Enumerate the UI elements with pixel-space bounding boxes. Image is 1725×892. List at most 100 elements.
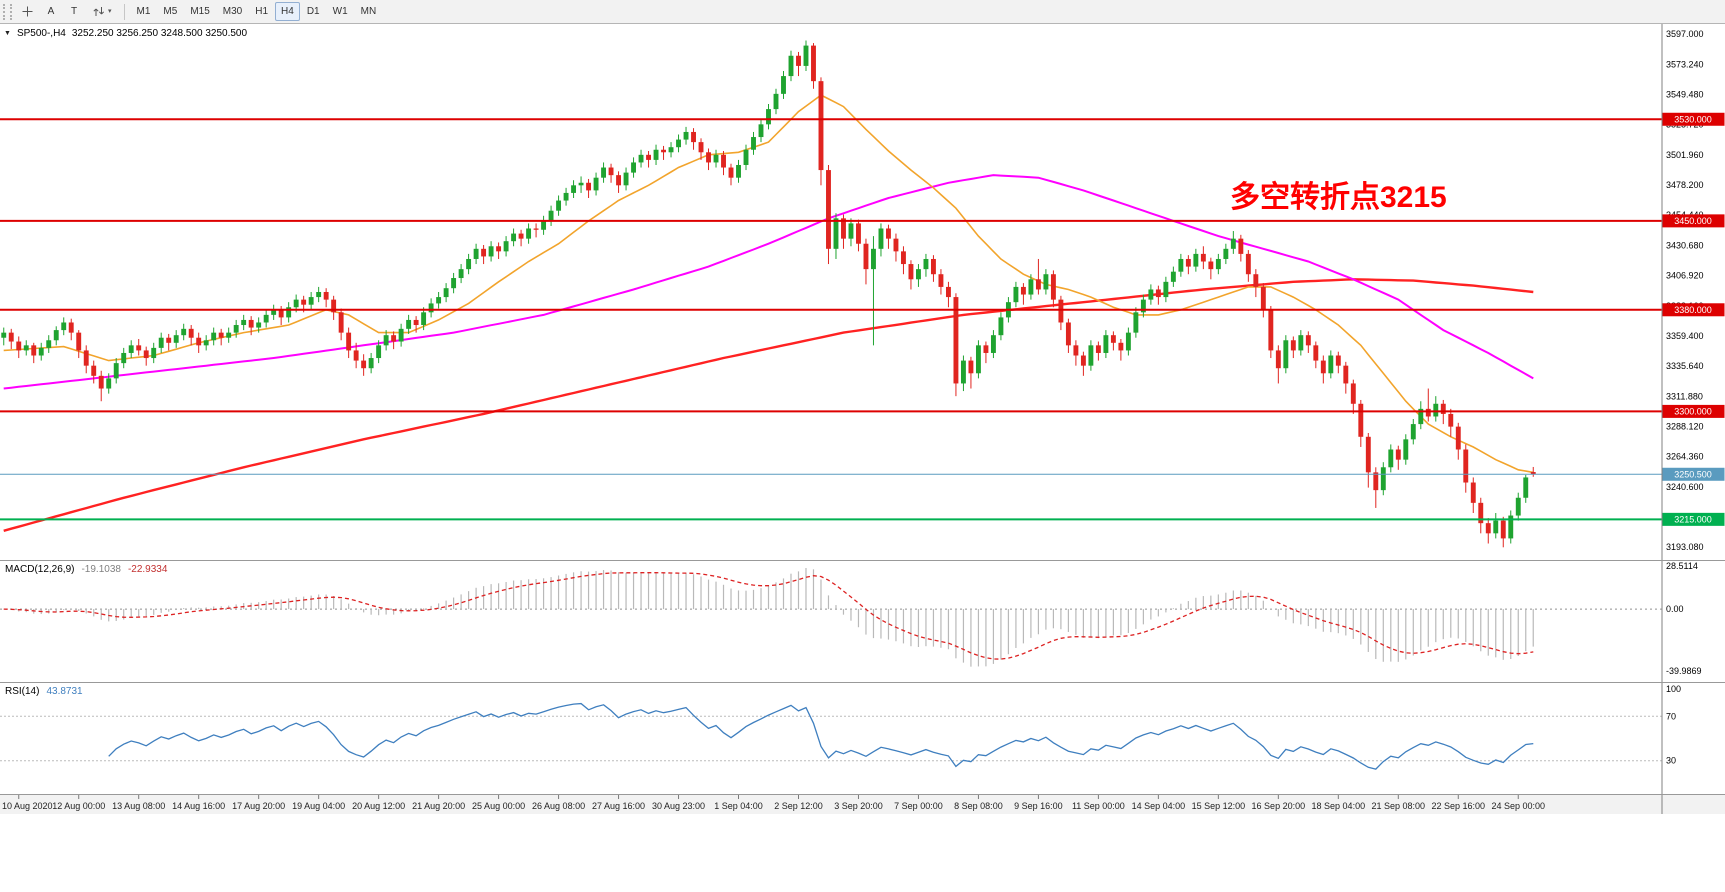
svg-text:-39.9869: -39.9869 <box>1666 666 1702 676</box>
price-tag <box>1662 214 1725 228</box>
toolbar-separator <box>123 3 125 20</box>
macd-signal-value: -22.9334 <box>127 564 168 575</box>
timeframe-button-m30[interactable]: M30 <box>217 2 248 21</box>
svg-text:3264.360: 3264.360 <box>1666 452 1704 462</box>
svg-text:2 Sep 12:00: 2 Sep 12:00 <box>774 801 823 811</box>
resistance-lines <box>0 118 1662 413</box>
time-axis[interactable]: 10 Aug 2020 12 Aug 00:00 13 Aug 08:00 14 Au… <box>0 794 1725 814</box>
price-tag <box>1662 112 1725 126</box>
svg-text:3450.000: 3450.000 <box>1674 216 1712 226</box>
rsi-axis[interactable]: 100 70 30 <box>1661 683 1681 794</box>
timeframe-button-m15[interactable]: M15 <box>184 2 215 21</box>
timeframe-button-m5[interactable]: M5 <box>157 2 183 21</box>
svg-text:8 Sep 08:00: 8 Sep 08:00 <box>954 801 1003 811</box>
svg-text:3300.000: 3300.000 <box>1674 407 1712 417</box>
svg-text:0.00: 0.00 <box>1666 604 1684 614</box>
svg-text:3478.200: 3478.200 <box>1666 180 1704 190</box>
svg-text:3359.400: 3359.400 <box>1666 331 1704 341</box>
svg-text:13 Aug 08:00: 13 Aug 08:00 <box>112 801 165 811</box>
timeframe-button-h1[interactable]: H1 <box>249 2 274 21</box>
rsi-levels <box>0 715 1662 762</box>
rsi-name: RSI(14) <box>5 686 40 697</box>
text-label-tool-button[interactable]: A <box>40 2 62 21</box>
price-tag <box>1662 303 1725 317</box>
toolbar-grip[interactable] <box>3 3 12 20</box>
svg-text:30: 30 <box>1666 756 1676 766</box>
dropdown-caret-icon: ▾ <box>108 8 112 15</box>
rsi-value: 43.8731 <box>46 686 83 697</box>
ma-fast-line <box>3 94 1534 474</box>
rsi-title: RSI(14) 43.8731 <box>5 686 83 697</box>
crosshair-tool-button[interactable] <box>16 2 39 21</box>
svg-text:17 Aug 20:00: 17 Aug 20:00 <box>232 801 285 811</box>
svg-text:3406.920: 3406.920 <box>1666 271 1704 281</box>
candles-group <box>1 40 1536 548</box>
price-tags: 3530.000 3450.000 3380.000 3300.000 3215.000… <box>1662 112 1725 526</box>
timeframe-button-d1[interactable]: D1 <box>301 2 326 21</box>
svg-text:21 Sep 08:00: 21 Sep 08:00 <box>1372 801 1426 811</box>
macd-canvas[interactable]: 28.5114 0.00 -39.9869 <box>0 561 1725 682</box>
svg-text:3215.000: 3215.000 <box>1674 515 1712 525</box>
svg-text:3430.680: 3430.680 <box>1666 240 1704 250</box>
chart-header: ▼ SP500-,H4 3252.250 3256.250 3248.500 3… <box>4 28 247 39</box>
svg-text:19 Aug 04:00: 19 Aug 04:00 <box>292 801 345 811</box>
svg-text:3 Sep 20:00: 3 Sep 20:00 <box>834 801 883 811</box>
svg-text:30 Aug 23:00: 30 Aug 23:00 <box>652 801 705 811</box>
svg-text:14 Aug 16:00: 14 Aug 16:00 <box>172 801 225 811</box>
svg-text:28.5114: 28.5114 <box>1666 561 1698 571</box>
price-tag <box>1662 512 1725 526</box>
ma-slow-line <box>3 278 1534 532</box>
timeframe-button-h4[interactable]: H4 <box>275 2 300 21</box>
rsi-canvas[interactable]: 100 70 30 <box>0 683 1725 794</box>
svg-text:22 Sep 16:00: 22 Sep 16:00 <box>1431 801 1485 811</box>
svg-text:9 Sep 16:00: 9 Sep 16:00 <box>1014 801 1063 811</box>
svg-text:24 Sep 00:00: 24 Sep 00:00 <box>1491 801 1545 811</box>
cycle-timeframes-button[interactable]: ▾ <box>86 2 118 21</box>
macd-signal-line <box>3 572 1534 660</box>
text-tool-button[interactable]: T <box>63 2 85 21</box>
svg-text:3311.880: 3311.880 <box>1666 391 1703 401</box>
time-axis-canvas[interactable]: 10 Aug 2020 12 Aug 00:00 13 Aug 08:00 14 Au… <box>0 795 1725 814</box>
candlestick-chart-canvas[interactable]: 3597.0003573.2403549.4803525.7203501.960… <box>0 24 1725 560</box>
up-down-arrows-icon <box>93 7 105 16</box>
macd-axis[interactable]: 28.5114 0.00 -39.9869 <box>1661 561 1702 682</box>
rsi-line <box>108 702 1534 770</box>
main-chart-panel[interactable]: 3597.0003573.2403549.4803525.7203501.960… <box>0 24 1725 560</box>
macd-panel[interactable]: 28.5114 0.00 -39.9869 MACD(12,26,9) -19.103… <box>0 560 1725 682</box>
annotation-text: 多空转折点3215 <box>1230 181 1447 214</box>
rsi-panel[interactable]: 100 70 30 RSI(14) 43.8731 <box>0 682 1725 794</box>
moving-averages <box>3 94 1534 532</box>
svg-text:10 Aug 2020: 10 Aug 2020 <box>2 801 53 811</box>
svg-text:3335.640: 3335.640 <box>1666 361 1704 371</box>
timeframe-button-mn[interactable]: MN <box>355 2 383 21</box>
toolbar: A T ▾ M1 M5 M15 M30 H1 H4 D1 W1 MN <box>0 0 1725 24</box>
svg-text:3573.240: 3573.240 <box>1666 59 1704 69</box>
macd-signal <box>3 572 1534 660</box>
macd-main-value: -19.1038 <box>81 564 121 575</box>
time-labels[interactable]: 10 Aug 2020 12 Aug 00:00 13 Aug 08:00 14 Au… <box>2 795 1663 814</box>
svg-text:3380.000: 3380.000 <box>1674 305 1712 315</box>
svg-text:26 Aug 08:00: 26 Aug 08:00 <box>532 801 585 811</box>
svg-text:7 Sep 00:00: 7 Sep 00:00 <box>894 801 943 811</box>
ohlc-readout: 3252.250 3256.250 3248.500 3250.500 <box>71 28 248 39</box>
svg-text:100: 100 <box>1666 684 1681 694</box>
svg-text:3530.000: 3530.000 <box>1674 115 1712 125</box>
svg-text:3288.120: 3288.120 <box>1666 421 1704 431</box>
svg-text:14 Sep 04:00: 14 Sep 04:00 <box>1132 801 1186 811</box>
svg-text:3240.600: 3240.600 <box>1666 482 1704 492</box>
svg-text:11 Sep 00:00: 11 Sep 00:00 <box>1072 801 1125 811</box>
svg-text:20 Aug 12:00: 20 Aug 12:00 <box>352 801 405 811</box>
svg-text:1 Sep 04:00: 1 Sep 04:00 <box>714 801 763 811</box>
price-tag <box>1662 467 1725 481</box>
svg-text:25 Aug 00:00: 25 Aug 00:00 <box>472 801 525 811</box>
timeframe-button-m1[interactable]: M1 <box>131 2 157 21</box>
macd-name: MACD(12,26,9) <box>5 564 75 575</box>
macd-title: MACD(12,26,9) -19.1038 -22.9334 <box>5 564 167 575</box>
price-tag <box>1662 404 1725 418</box>
svg-text:18 Sep 04:00: 18 Sep 04:00 <box>1312 801 1366 811</box>
rsi-series <box>108 702 1534 770</box>
timeframe-button-w1[interactable]: W1 <box>327 2 354 21</box>
crosshair-icon <box>22 6 33 17</box>
ma-mid-line <box>3 174 1534 390</box>
svg-text:70: 70 <box>1666 711 1676 721</box>
